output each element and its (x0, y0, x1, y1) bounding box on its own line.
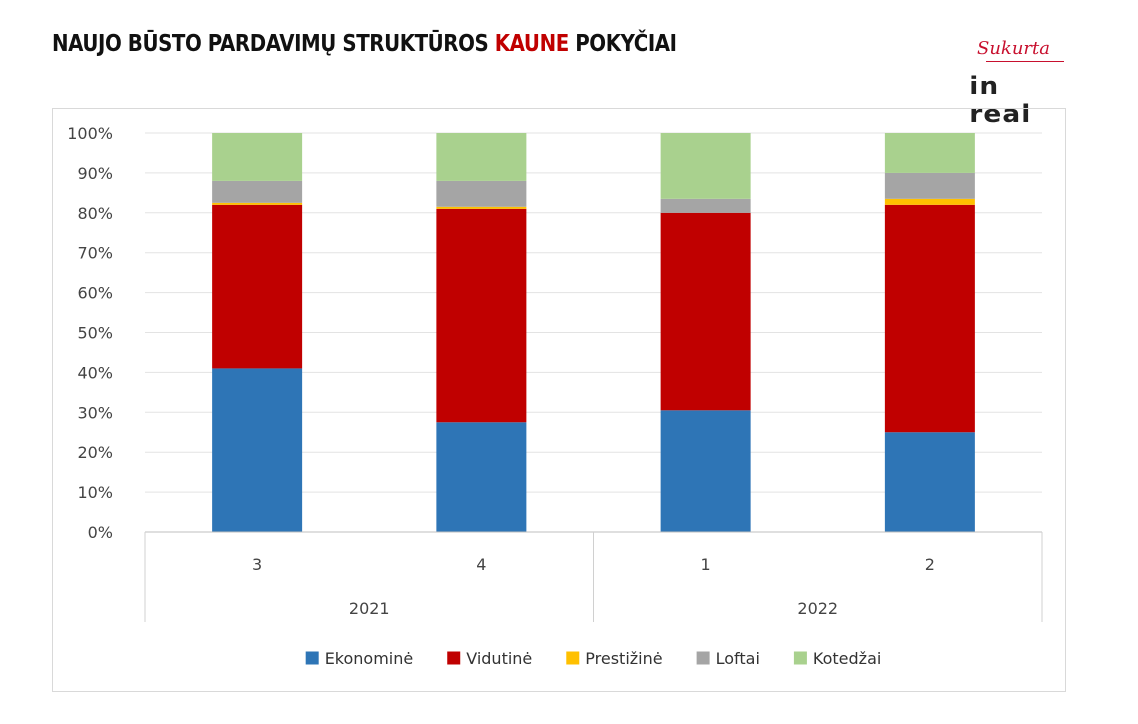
y-tick-label: 80% (77, 204, 113, 223)
bar-segment (436, 180, 527, 207)
bar-segment (660, 410, 751, 532)
bar-segment (212, 368, 303, 532)
legend-label: Vidutinė (466, 649, 532, 668)
title-suffix: POKYČIAI (568, 31, 677, 57)
legend-swatch (566, 651, 580, 665)
y-tick-label: 40% (77, 363, 113, 382)
legend-label: Ekonominė (325, 649, 414, 668)
bar-segment (212, 204, 303, 369)
legend-swatch (696, 651, 710, 665)
legend-swatch (447, 651, 461, 665)
legend-item: Kotedžai (793, 649, 881, 668)
y-tick-label: 60% (77, 284, 113, 303)
y-tick-label: 20% (77, 443, 113, 462)
bar-segment (884, 198, 975, 205)
x-tick-label: 2 (925, 555, 935, 574)
bar-segment (884, 172, 975, 199)
bar-segment (436, 422, 527, 532)
legend-label: Kotedžai (813, 649, 881, 668)
bar-segment (436, 206, 527, 209)
y-tick-label: 10% (77, 483, 113, 502)
bar-segment (660, 212, 751, 411)
x-axis: 3 4 1 2 2021 2022 (144, 531, 1043, 622)
x-tick-label: 3 (252, 555, 262, 574)
legend: Ekonominė Vidutinė Prestižinė Loftai Kotedža… (305, 649, 881, 668)
logo-signature: Sukurta (977, 38, 1050, 59)
bar-segment (436, 208, 527, 423)
bar-segment (212, 133, 303, 181)
legend-item: Loftai (696, 649, 760, 668)
bar-segment (660, 198, 751, 213)
legend-label: Loftai (716, 649, 760, 668)
x-tick-label: 4 (476, 555, 486, 574)
bar-segment (212, 202, 303, 205)
bar-segment (884, 133, 975, 173)
x-group-label: 2022 (797, 599, 838, 618)
bar-segment (212, 180, 303, 203)
bar-segment (660, 133, 751, 199)
y-tick-label: 70% (77, 244, 113, 263)
chart-title: NAUJO BŪSTO PARDAVIMŲ STRUKTŪROS KAUNE P… (52, 31, 677, 57)
legend-item: Vidutinė (447, 649, 532, 668)
bar-segment (436, 133, 527, 181)
legend-item: Prestižinė (566, 649, 663, 668)
legend-swatch (305, 651, 319, 665)
x-group-label: 2021 (349, 599, 390, 618)
y-tick-label: 90% (77, 164, 113, 183)
chart-frame (52, 108, 1066, 692)
logo-brand: in real (969, 72, 1032, 128)
bars (212, 133, 975, 532)
bar-segment (884, 204, 975, 433)
y-tick-label: 50% (77, 324, 113, 343)
legend-swatch (793, 651, 807, 665)
y-tick-label: 30% (77, 403, 113, 422)
title-prefix: NAUJO BŪSTO PARDAVIMŲ STRUKTŪROS (52, 31, 495, 57)
logo-underline (986, 61, 1064, 62)
bar-segment (884, 432, 975, 532)
title-highlight: KAUNE (494, 31, 569, 57)
y-tick-label: 100% (67, 124, 113, 143)
x-tick-label: 1 (701, 555, 711, 574)
y-axis: 0% 10% 20% 30% 40% 50% 60% 70% 80% 90% 100% (67, 124, 113, 542)
legend-item: Ekonominė (305, 649, 414, 668)
legend-label: Prestižinė (585, 649, 662, 668)
y-tick-label: 0% (88, 523, 113, 542)
brand-logo: Sukurta in real (969, 38, 1068, 128)
